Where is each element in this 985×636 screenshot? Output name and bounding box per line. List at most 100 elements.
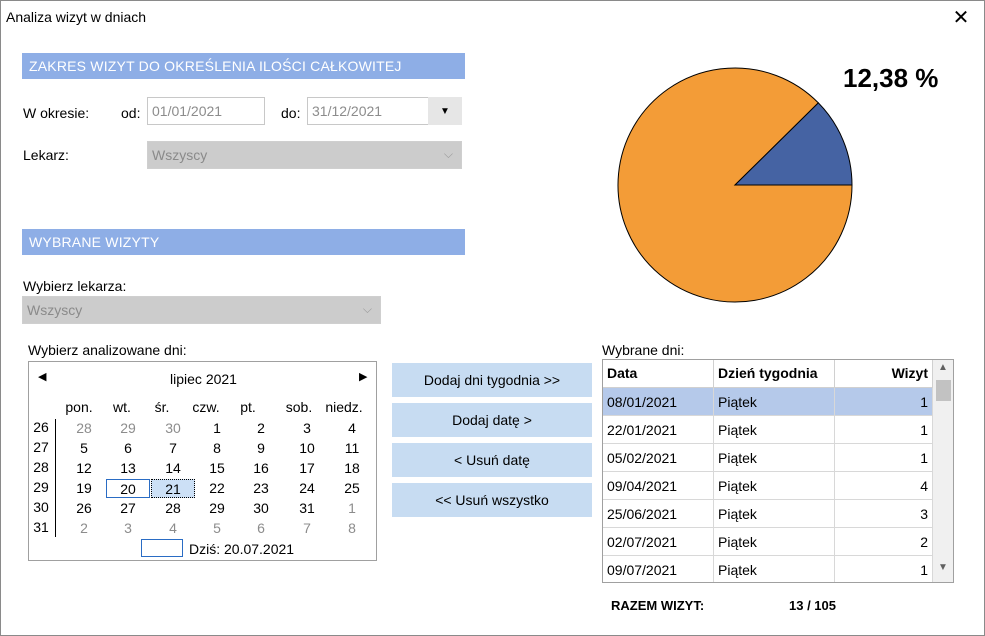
table-scrollbar[interactable]: ▲ ▼ [933,360,953,582]
total-visits-label: RAZEM WIZYT: [611,598,705,613]
calendar-day[interactable]: 8 [348,520,356,536]
table-row[interactable]: 09/07/2021 Piątek 1 [603,556,933,582]
selected-days-table[interactable]: Data Dzień tygodnia Wizyt 08/01/2021 Piątek 1… [602,359,954,583]
calendar-day[interactable]: 30 [165,420,181,436]
column-header[interactable]: Data [603,360,714,388]
calendar-day[interactable]: 31 [299,500,315,516]
doctor-select-value: Wszyscy [152,147,208,163]
calendar-day[interactable]: 15 [209,460,225,476]
table-cell-day: Piątek [714,472,835,500]
calendar-day[interactable]: 2 [257,420,265,436]
calendar-day[interactable]: 1 [213,420,221,436]
next-month-icon[interactable]: ▶ [359,371,368,383]
calendar-day[interactable]: 18 [344,460,360,476]
table-row[interactable]: 22/01/2021 Piątek 1 [603,416,933,444]
calendar-day[interactable]: 28 [76,420,92,436]
table-cell-day: Piątek [714,528,835,556]
today-indicator[interactable] [141,539,183,557]
calendar-day[interactable]: 16 [253,460,269,476]
weekday-header: sob. [285,399,313,415]
calendar-day[interactable]: 4 [348,420,356,436]
table-cell-date: 05/02/2021 [603,444,714,472]
caret-down-icon: ▼ [440,105,450,117]
calendar-day[interactable]: 29 [120,420,136,436]
calendar-day[interactable]: 9 [257,440,265,456]
total-visits-value: 13 / 105 [789,598,836,613]
calendar-day[interactable]: 30 [253,500,269,516]
calendar-day[interactable]: 7 [303,520,311,536]
selected-doctor-select[interactable]: Wszyscy ⌵ [22,296,381,324]
calendar-day[interactable]: 20 [106,479,150,498]
calendar-day[interactable]: 5 [213,520,221,536]
weekday-header: czw. [192,399,220,415]
scroll-up-icon[interactable]: ▲ [938,362,948,373]
calendar-day[interactable]: 5 [80,440,88,456]
add-weekdays-button[interactable]: Dodaj dni tygodnia >> [392,363,592,397]
table-row[interactable]: 05/02/2021 Piątek 1 [603,444,933,472]
calendar-day[interactable]: 6 [124,440,132,456]
calendar-day[interactable]: 10 [299,440,315,456]
table-row[interactable]: 09/04/2021 Piątek 4 [603,472,933,500]
calendar-day[interactable]: 12 [76,460,92,476]
selected-days-label: Wybrane dni: [602,342,685,358]
close-button[interactable]: ✕ [938,1,984,33]
table-cell-visits: 1 [835,444,933,472]
week-number: 28 [33,459,49,475]
calendar-day[interactable]: 26 [76,500,92,516]
calendar-day[interactable]: 27 [120,500,136,516]
today-text[interactable]: Dziś: 20.07.2021 [189,541,295,557]
calendar-day[interactable]: 7 [169,440,177,456]
table-cell-date: 02/07/2021 [603,528,714,556]
to-date-field[interactable]: 31/12/2021 [307,97,429,125]
calendar-day[interactable]: 19 [76,480,92,496]
calendar-day[interactable]: 21 [151,479,195,498]
calendar-day[interactable]: 3 [303,420,311,436]
calendar-day[interactable]: 13 [120,460,136,476]
calendar-day[interactable]: 8 [213,440,221,456]
calendar-month-title[interactable]: lipiec 2021 [170,371,237,387]
from-date-field[interactable]: 01/01/2021 [147,97,265,125]
calendar-day[interactable]: 28 [165,500,181,516]
calendar-day[interactable]: 11 [344,440,360,456]
calendar-day[interactable]: 2 [80,520,88,536]
close-icon: ✕ [952,6,970,29]
calendar-day[interactable]: 4 [169,520,177,536]
weekday-header: pt. [240,399,256,415]
calendar-day[interactable]: 1 [348,500,356,516]
prev-month-icon[interactable]: ◀ [38,371,47,383]
month-calendar[interactable]: ◀ lipiec 2021 ▶ pon. wt. śr. czw. pt. sob. nie… [28,361,377,561]
column-header[interactable]: Dzień tygodnia [714,360,835,388]
calendar-day[interactable]: 6 [257,520,265,536]
calendar-day[interactable]: 17 [299,460,315,476]
from-label: od: [121,105,141,121]
table-cell-date: 25/06/2021 [603,500,714,528]
table-row[interactable]: 08/01/2021 Piątek 1 [603,388,933,416]
remove-date-button[interactable]: < Usuń datę [392,443,592,477]
remove-all-button[interactable]: << Usuń wszystko [392,483,592,517]
scroll-down-icon[interactable]: ▼ [938,562,948,573]
table-cell-day: Piątek [714,556,835,582]
week-number: 29 [33,479,49,495]
calendar-day[interactable]: 29 [209,500,225,516]
column-header[interactable]: Wizyt [835,360,933,388]
calendar-day[interactable]: 23 [253,480,269,496]
visits-pie-chart [617,67,853,303]
calendar-week-divider [55,419,56,537]
to-date-dropdown-button[interactable]: ▼ [428,97,462,125]
table-row[interactable]: 02/07/2021 Piątek 2 [603,528,933,556]
table-row[interactable]: 25/06/2021 Piątek 3 [603,500,933,528]
calendar-day[interactable]: 24 [299,480,315,496]
calendar-day[interactable]: 3 [124,520,132,536]
calendar-day[interactable]: 22 [209,480,225,496]
table-cell-day: Piątek [714,444,835,472]
table-cell-date: 09/07/2021 [603,556,714,582]
to-label: do: [281,105,301,121]
scroll-thumb[interactable] [936,380,951,401]
weekday-header: pon. [65,399,93,415]
add-date-button[interactable]: Dodaj datę > [392,403,592,437]
doctor-select[interactable]: Wszyscy ⌵ [147,141,462,169]
weekday-header: niedz. [325,399,363,415]
table-cell-day: Piątek [714,388,835,416]
calendar-day[interactable]: 25 [344,480,360,496]
calendar-day[interactable]: 14 [165,460,181,476]
